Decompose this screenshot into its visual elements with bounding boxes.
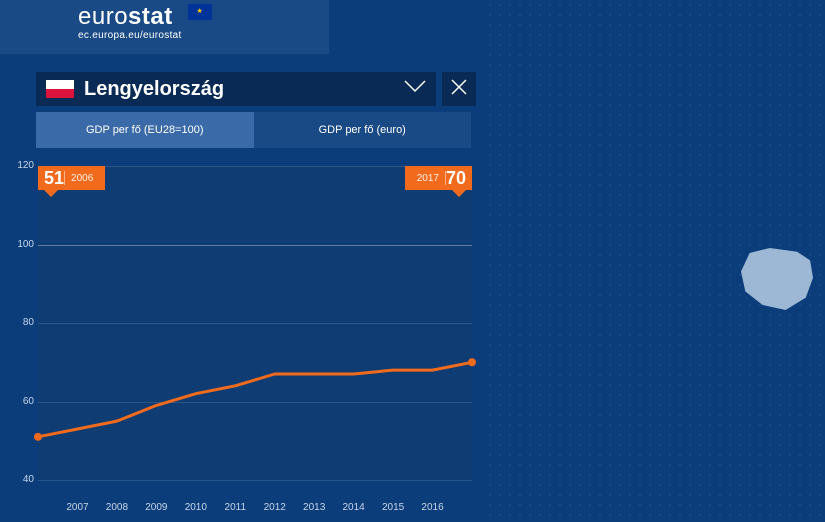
end-value: 70 — [446, 168, 466, 189]
tab-gdp-eu28[interactable]: GDP per fő (EU28=100) — [36, 112, 254, 148]
close-icon — [450, 78, 468, 101]
brand-header: eurostat ec.europa.eu/eurostat — [0, 0, 329, 54]
country-selector-row: Lengyelország — [36, 72, 476, 106]
x-tick-label: 2016 — [421, 502, 443, 513]
y-tick-label: 80 — [10, 317, 34, 328]
brand-bold: stat — [128, 3, 173, 30]
chevron-down-icon — [404, 80, 426, 99]
data-line — [38, 362, 472, 437]
y-tick-label: 120 — [10, 160, 34, 171]
tab-label: GDP per fő (EU28=100) — [86, 124, 204, 136]
tab-label: GDP per fő (euro) — [319, 124, 406, 136]
value-badges: 51 2006 2017 70 — [38, 166, 472, 190]
x-tick-label: 2015 — [382, 502, 404, 513]
poland-flag-icon — [46, 80, 74, 98]
x-tick-label: 2010 — [185, 502, 207, 513]
start-year: 2006 — [71, 173, 93, 184]
country-dropdown[interactable]: Lengyelország — [36, 72, 436, 106]
start-marker — [34, 433, 42, 441]
end-year: 2017 — [417, 173, 439, 184]
brand-url: ec.europa.eu/eurostat — [78, 30, 329, 41]
x-tick-label: 2008 — [106, 502, 128, 513]
x-tick-label: 2007 — [66, 502, 88, 513]
chart-line-svg — [38, 166, 472, 480]
country-name: Lengyelország — [84, 78, 404, 101]
start-value-badge: 51 2006 — [38, 166, 105, 190]
x-tick-label: 2009 — [145, 502, 167, 513]
poland-highlight — [741, 248, 813, 310]
brand-pre: euro — [78, 3, 128, 30]
x-tick-label: 2011 — [225, 502, 247, 513]
tab-gdp-euro[interactable]: GDP per fő (euro) — [254, 112, 472, 148]
x-tick-label: 2013 — [303, 502, 325, 513]
gdp-chart: 40 60 80 100 120 2007 2008 2009 2010 2011 2012 201… — [10, 158, 480, 513]
y-tick-label: 100 — [10, 239, 34, 250]
metric-tabs: GDP per fő (EU28=100) GDP per fő (euro) — [36, 112, 471, 148]
y-tick-label: 60 — [10, 396, 34, 407]
y-tick-label: 40 — [10, 474, 34, 485]
eu-flag-icon — [188, 4, 212, 20]
brand-logo: eurostat — [78, 4, 329, 29]
start-value: 51 — [44, 168, 64, 189]
x-tick-label: 2014 — [343, 502, 365, 513]
close-button[interactable] — [442, 72, 476, 106]
gridline — [38, 480, 472, 481]
end-value-badge: 2017 70 — [405, 166, 472, 190]
x-tick-label: 2012 — [264, 502, 286, 513]
end-marker — [468, 358, 476, 366]
